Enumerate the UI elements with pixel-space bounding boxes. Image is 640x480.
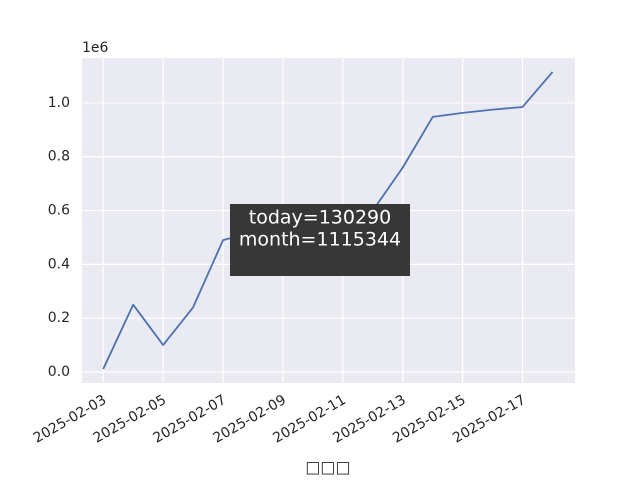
tooltip-line: month=1115344 bbox=[239, 229, 401, 251]
x-axis-label: □□□ bbox=[305, 458, 350, 477]
y-offset-label: 1e6 bbox=[82, 40, 109, 56]
y-tick-label: 0.6 bbox=[48, 203, 70, 219]
tooltip-line: today=130290 bbox=[249, 207, 391, 229]
y-tick-label: 0.0 bbox=[48, 364, 70, 380]
y-tick-label: 0.4 bbox=[48, 256, 70, 272]
y-tick-label: 0.2 bbox=[48, 310, 70, 326]
tooltip: today=130290 month=1115344 bbox=[230, 204, 410, 276]
tooltip-box bbox=[230, 204, 410, 276]
y-tick-label: 0.8 bbox=[48, 149, 70, 165]
y-tick-label: 1.0 bbox=[48, 95, 70, 111]
